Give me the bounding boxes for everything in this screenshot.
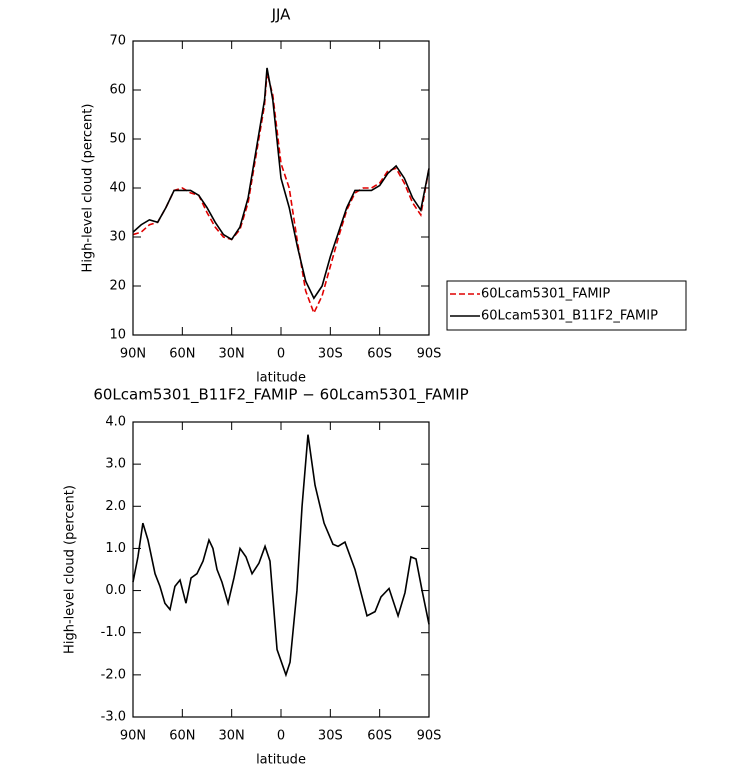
y-axis-label: High-level cloud (percent)	[63, 485, 78, 654]
x-tick-label: 60S	[367, 729, 392, 744]
legend-box	[446, 280, 687, 331]
y-tick-label: 0.0	[105, 583, 126, 598]
data-line	[132, 434, 430, 678]
y-tick-label: -3.0	[101, 710, 126, 725]
y-tick-label: -1.0	[101, 625, 126, 640]
x-tick-label: 30S	[318, 729, 343, 744]
y-tick-label: 3.0	[105, 457, 126, 472]
data-line	[132, 72, 430, 315]
plot-frame	[132, 421, 430, 718]
y-tick-label: 1.0	[105, 541, 126, 556]
x-tick-label: 90S	[417, 729, 442, 744]
x-tick-label: 0	[277, 729, 285, 744]
x-tick-label: 60N	[169, 729, 195, 744]
x-tick-label: 90N	[120, 347, 146, 362]
y-tick-label: 60	[109, 83, 126, 98]
x-tick-label: 30S	[318, 347, 343, 362]
x-tick-label: 90S	[417, 347, 442, 362]
y-tick-label: 4.0	[105, 415, 126, 430]
x-tick-label: 0	[277, 347, 285, 362]
x-tick-label: 30N	[219, 729, 245, 744]
y-tick-label: 30	[109, 230, 126, 245]
legend-label: 60Lcam5301_B11F2_FAMIP	[481, 309, 658, 324]
x-tick-label: 90N	[120, 729, 146, 744]
x-tick-label: 60S	[367, 347, 392, 362]
y-axis-label: High-level cloud (percent)	[81, 104, 96, 273]
y-tick-label: 2.0	[105, 499, 126, 514]
x-axis-label: latitude	[256, 371, 306, 386]
y-tick-label: -2.0	[101, 667, 126, 682]
data-line	[132, 67, 430, 300]
y-tick-label: 70	[109, 34, 126, 49]
x-tick-label: 30N	[219, 347, 245, 362]
y-tick-label: 50	[109, 132, 126, 147]
legend-label: 60Lcam5301_FAMIP	[481, 287, 610, 302]
x-axis-label: latitude	[256, 753, 306, 768]
x-tick-label: 60N	[169, 347, 195, 362]
chart-title: JJA	[271, 6, 292, 24]
y-tick-label: 10	[109, 328, 126, 343]
chart-title: 60Lcam5301_B11F2_FAMIP − 60Lcam5301_FAMI…	[93, 386, 468, 405]
y-tick-label: 40	[109, 181, 126, 196]
plot-frame	[132, 40, 430, 336]
y-tick-label: 20	[109, 279, 126, 294]
